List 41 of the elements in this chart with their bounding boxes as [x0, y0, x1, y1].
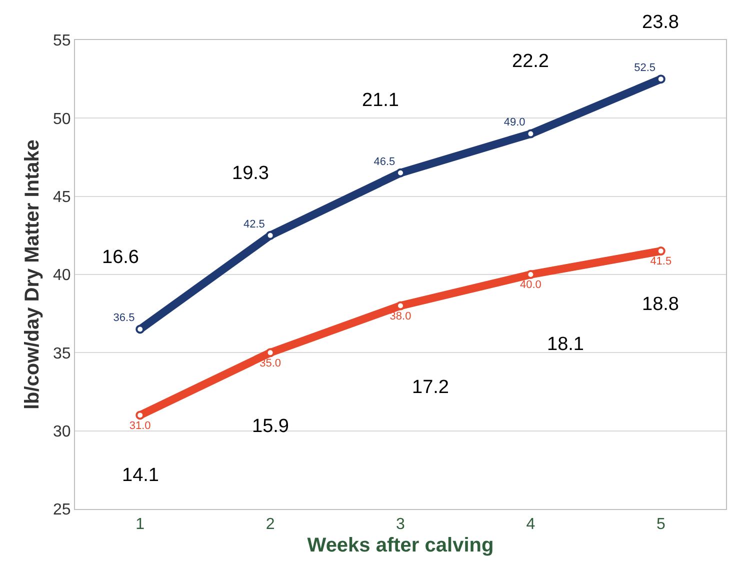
point [136, 410, 145, 420]
annotation: 22.2 [512, 51, 549, 72]
y-tick-label: 50 [53, 110, 71, 128]
annotation: 15.9 [252, 416, 289, 437]
point [266, 348, 275, 358]
x-tick-label: 5 [656, 516, 666, 534]
data-label: 52.5 [634, 62, 656, 74]
data-label: 40.0 [520, 279, 542, 292]
y-tick-label: 25 [53, 502, 71, 519]
y-axis-title: lb/cow/day Dry Matter Intake [22, 139, 44, 410]
y-tick-label: 45 [53, 188, 71, 206]
x-tick-label: 4 [526, 516, 536, 534]
annotation: 19.3 [232, 163, 269, 184]
annotation: 16.6 [102, 247, 139, 268]
point [656, 74, 666, 84]
point [526, 129, 536, 138]
point [396, 301, 405, 310]
text: 23.8 [642, 12, 679, 33]
data-label: 36.5 [113, 312, 135, 324]
point [136, 324, 145, 334]
y-tick-label: 35 [53, 345, 71, 362]
point [266, 230, 275, 240]
x-tick-label: 2 [266, 516, 275, 534]
annotation: 18.8 [642, 294, 679, 315]
data-label: 41.5 [650, 256, 672, 268]
annotation: 14.1 [122, 465, 159, 486]
data-label: 31.0 [129, 420, 151, 432]
annotation: 21.1 [362, 90, 399, 111]
annotation: 17.2 [412, 377, 449, 398]
x-tick-label: 1 [136, 516, 145, 534]
y-tick-label: 30 [53, 423, 71, 440]
data-label: 46.5 [374, 156, 396, 168]
data-label: 38.0 [390, 310, 412, 322]
y-tick-label: 55 [53, 32, 71, 50]
annotation: 18.1 [547, 334, 584, 355]
point [396, 168, 405, 178]
data-label: 42.5 [244, 218, 265, 230]
x-tick-label: 3 [396, 516, 406, 534]
y-tick-label: 40 [53, 267, 71, 284]
data-label: 49.0 [504, 116, 526, 129]
x-axis-title: Weeks after calving [307, 534, 494, 557]
